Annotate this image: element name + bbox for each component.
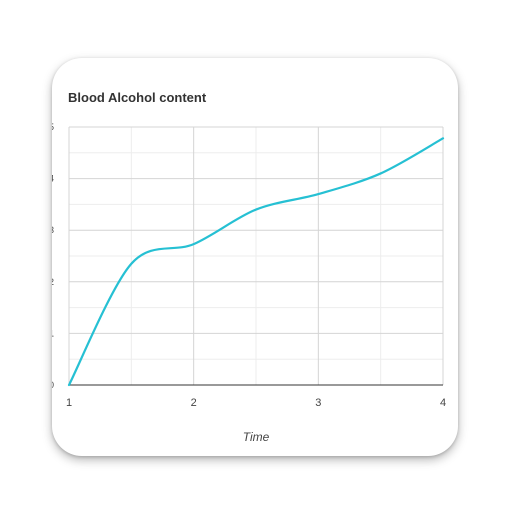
line-chart: 1 2 3 4 0 1 2 3 4 5 Time	[52, 58, 458, 456]
chart-labels: 1 2 3 4 0 1 2 3 4 5	[52, 122, 446, 409]
x-tick-label: 1	[66, 397, 72, 409]
y-tick-label: 5	[52, 122, 54, 132]
x-tick-label: 2	[191, 397, 197, 409]
chart-grid	[69, 127, 443, 385]
y-tick-label: 1	[52, 328, 54, 338]
chart-card: Blood Alcohol content 1234012345 Time	[52, 58, 458, 456]
y-tick-label: 0	[52, 380, 54, 390]
y-tick-label: 4	[52, 174, 54, 184]
x-tick-label: 4	[440, 397, 446, 409]
x-tick-label: 3	[315, 397, 321, 409]
x-axis-title: Time	[243, 430, 270, 444]
y-tick-label: 3	[52, 225, 54, 235]
y-tick-label: 2	[52, 277, 54, 287]
